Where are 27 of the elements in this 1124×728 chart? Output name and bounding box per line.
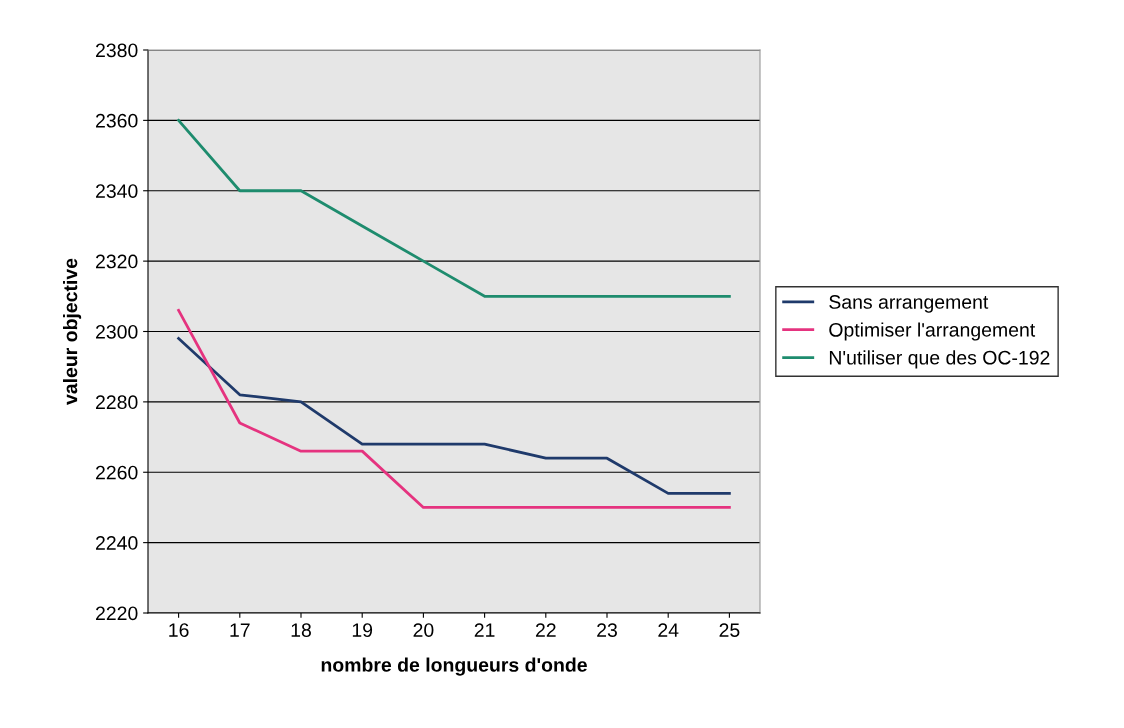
legend-label: N'utiliser que des OC-192 — [829, 350, 1050, 369]
legend-label: Sans arrangement — [829, 295, 989, 313]
x-tick-label: 25 — [719, 623, 740, 637]
x-tick-label: 24 — [658, 623, 679, 637]
x-tick-label: 19 — [352, 623, 373, 637]
x-tick-label: 22 — [535, 623, 556, 637]
y-tick-label: 2320 — [96, 254, 138, 269]
x-axis-title: nombre de longueurs d'onde — [321, 657, 587, 676]
line-series — [177, 118, 731, 298]
y-tick-label: 2240 — [96, 536, 138, 550]
x-tick-label: 16 — [169, 623, 189, 637]
x-tick-label: 18 — [291, 623, 311, 637]
y-tick-label: 2360 — [96, 113, 138, 128]
x-tick-label: 20 — [413, 623, 434, 637]
line-series — [177, 309, 731, 509]
y-tick-label: 2380 — [96, 43, 138, 58]
x-tick-label: 17 — [230, 623, 250, 637]
line-series — [177, 337, 731, 495]
y-tick-label: 2340 — [96, 184, 138, 198]
y-tick-label: 2280 — [96, 395, 138, 410]
y-tick-label: 2220 — [96, 606, 138, 621]
y-tick-label: 2260 — [96, 465, 138, 480]
y-axis-title: valeur objective — [63, 258, 82, 405]
x-tick-label: 21 — [474, 623, 495, 637]
x-tick-label: 23 — [597, 623, 617, 637]
legend-label: Optimiser l'arrangement — [829, 322, 1036, 341]
y-tick-label: 2300 — [96, 324, 138, 339]
